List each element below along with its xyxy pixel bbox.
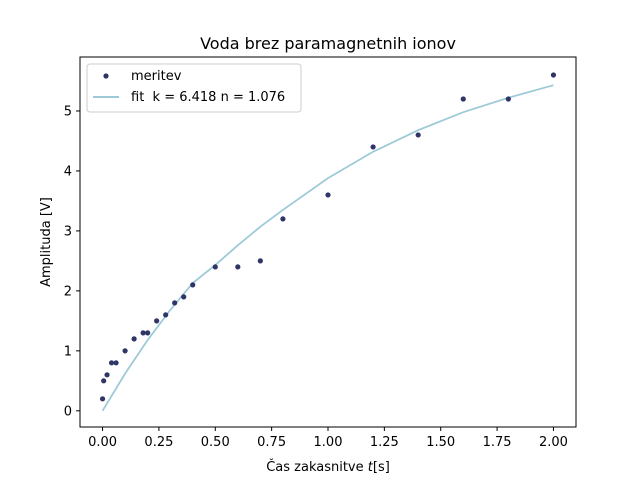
x-axis-label: Čas zakasnitve t[s]: [266, 459, 390, 475]
legend: meritev fit k = 6.418 n = 1.076: [86, 63, 302, 113]
data-point: [108, 360, 115, 366]
y-tick-label: 5: [64, 104, 72, 119]
data-point: [104, 372, 110, 378]
data-point: [415, 132, 421, 138]
x-tick-label: 0.00: [88, 435, 117, 450]
y-tick-label: 3: [64, 224, 72, 239]
chart-title: Voda brez paramagnetnih ionov: [200, 34, 456, 53]
y-axis-label: Amplituda [V]: [39, 197, 54, 287]
data-point: [122, 348, 128, 354]
data-point: [190, 282, 196, 288]
data-point: [505, 96, 511, 102]
data-point: [370, 144, 376, 150]
data-point: [172, 300, 178, 306]
data-point: [460, 96, 466, 102]
y-tick-label: 0: [64, 404, 72, 419]
data-point: [113, 360, 119, 366]
y-tick-label: 1: [64, 344, 72, 359]
data-point: [181, 294, 187, 300]
data-point: [154, 318, 160, 324]
x-tick-label: 1.25: [370, 435, 399, 450]
legend-marker-meritev: [103, 73, 109, 79]
y-tick-label: 2: [64, 284, 72, 299]
x-tick-label: 1.75: [483, 435, 512, 450]
legend-label-fit: fit k = 6.418 n = 1.076: [131, 90, 285, 105]
x-tick-label: 1.00: [314, 435, 343, 450]
data-point: [280, 216, 286, 222]
x-tick-label: 1.50: [426, 435, 455, 450]
x-tick-label: 0.25: [144, 435, 173, 450]
y-tick-label: 4: [64, 164, 72, 179]
data-point: [99, 396, 106, 402]
x-tick-label: 2.00: [539, 435, 568, 450]
data-point: [145, 330, 151, 336]
legend-frame: [86, 63, 302, 113]
data-point: [101, 378, 107, 384]
data-point: [131, 336, 137, 342]
data-point: [212, 264, 218, 270]
data-point: [163, 312, 169, 318]
data-point: [235, 264, 241, 270]
fit-line: [101, 84, 554, 412]
data-point: [550, 72, 557, 78]
x-tick-label: 0.50: [201, 435, 230, 450]
legend-label-meritev: meritev: [131, 69, 182, 84]
data-point: [325, 192, 331, 198]
data-point: [257, 258, 263, 264]
data-point: [140, 330, 146, 336]
x-tick-label: 0.75: [257, 435, 286, 450]
